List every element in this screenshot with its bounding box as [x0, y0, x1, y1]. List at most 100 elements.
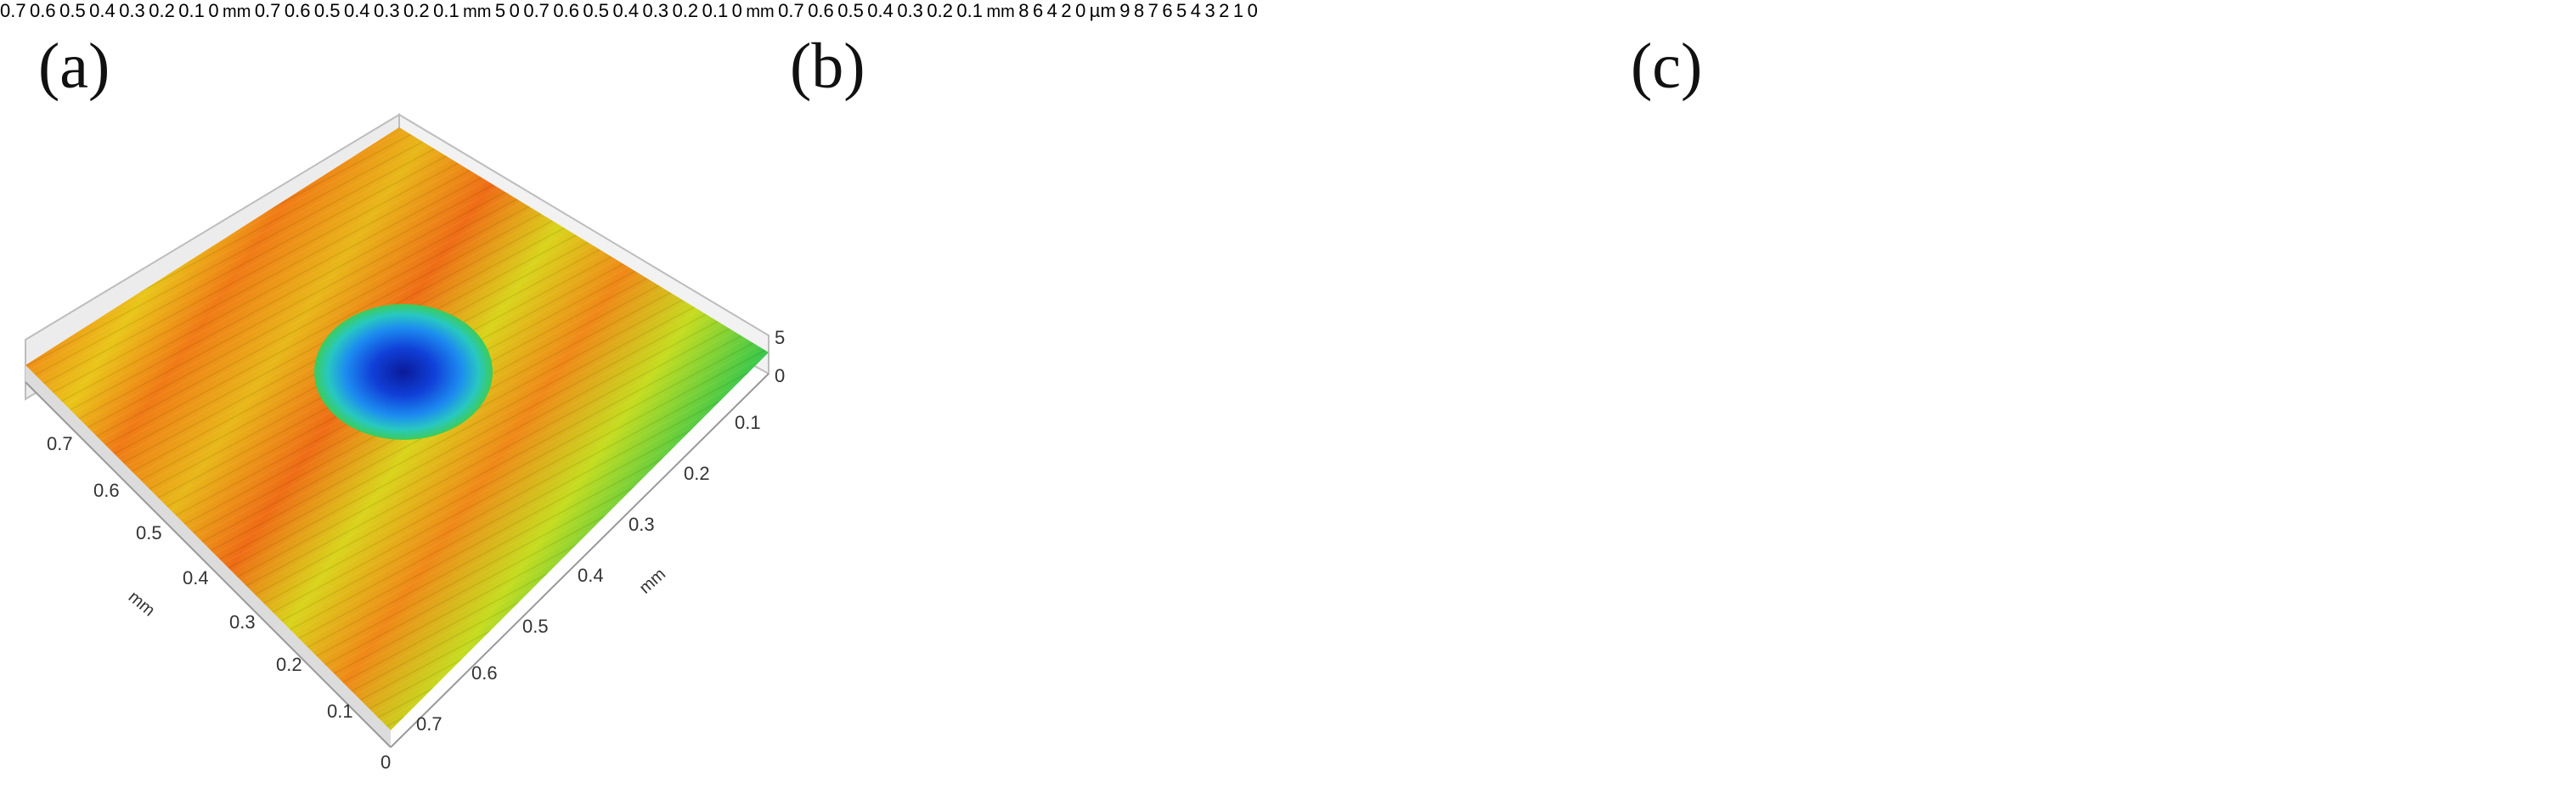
front-face-left [25, 365, 391, 747]
back-wall-right: 0.7 0.6 0.5 0.4 0.3 0.2 0.1 0 mm 0.7 0.6… [523, 0, 1090, 21]
tick-label: 6 [1032, 0, 1044, 21]
tick-label: 0.4 [578, 565, 604, 586]
tick-label: 0.4 [612, 0, 640, 21]
back-wall-left: 0.7 0.6 0.5 0.4 0.3 0.2 0.1 0 mm 0.7 0.6… [0, 0, 523, 21]
colorbar-tick: 1 [1232, 0, 1244, 21]
tick-label: 0.5 [583, 0, 610, 21]
tick-label: 0.1 [702, 0, 729, 21]
tick-label: 0.4 [867, 0, 893, 21]
tick-label: 0.6 [93, 480, 120, 501]
tick-label: 0.2 [927, 0, 953, 21]
tick-label: 0.1 [433, 0, 459, 21]
tick-label: 0.7 [523, 0, 550, 21]
axis-left: 0.7 0.6 0.5 0.4 0.3 0.2 0.1 0 mm [47, 433, 391, 773]
tick-label: 0.1 [956, 0, 984, 21]
tick-label: 5 [775, 327, 785, 348]
tick-label: 0.5 [136, 522, 162, 543]
tick-label: 0.7 [254, 0, 281, 21]
panel-label-b: (b) [790, 31, 865, 102]
axis-right: 0.7 0.6 0.5 0.4 0.3 0.2 0.1 mm [778, 0, 1018, 21]
tick-label: 0 [1075, 0, 1086, 21]
back-wall-left: 0.7 0.6 0.5 0.4 0.3 0.2 0.1 0 mm 0.7 0.6… [523, 0, 1090, 21]
tick-label: 0 [775, 365, 785, 386]
tick-label: 8 [1018, 0, 1029, 21]
axis-left: 0.7 0.6 0.5 0.4 0.3 0.2 0.1 0 mm [0, 0, 255, 21]
pit: 0.7 0.6 0.5 0.4 0.3 0.2 0.1 0 mm 0.7 0.6… [0, 0, 523, 21]
surface-texture: 0.7 0.6 0.5 0.4 0.3 0.2 0.1 0 mm 0.7 0.6… [523, 0, 1090, 21]
tick-label: 0.4 [343, 0, 370, 21]
tick-label: 0.6 [30, 0, 56, 21]
front-face-left: 0.7 0.6 0.5 0.4 0.3 0.2 0.1 0 mm 0.7 0.6… [0, 0, 523, 21]
tick-label: 0.6 [471, 662, 498, 684]
tick-label: 0.2 [149, 0, 175, 21]
tick-label: 0.3 [628, 514, 655, 535]
tick-label: 0.7 [778, 0, 804, 21]
tick-label: 0.7 [0, 0, 26, 21]
colorbar: µm 9 8 7 6 5 4 3 2 1 0 [1090, 0, 1258, 21]
tick-label: 0.4 [183, 567, 209, 588]
axis-unit-right: mm [636, 565, 669, 598]
panel-a: 0.7 0.6 0.5 0.4 0.3 0.2 0.1 0 mm 0.7 0.6… [25, 113, 785, 773]
axis-unit-right: mm [986, 3, 1015, 21]
surface-texture: 0.7 0.6 0.5 0.4 0.3 0.2 0.1 0 mm 0.7 0.6… [0, 0, 523, 21]
tick-label: 0 [509, 0, 520, 21]
tick-label: 0.5 [837, 0, 864, 21]
axis-z: 5 0 [495, 0, 523, 21]
colorbar-tick: 6 [1162, 0, 1173, 21]
colorbar-tick: 0 [1247, 0, 1258, 21]
panel-b: 0.7 0.6 0.5 0.4 0.3 0.2 0.1 0 mm 0.7 0.6… [0, 0, 523, 21]
axis-right: 0.7 0.6 0.5 0.4 0.3 0.2 0.1 mm [416, 412, 761, 735]
tick-label: 0.3 [119, 0, 145, 21]
colorbar-tick: 3 [1204, 0, 1215, 21]
tick-label: 4 [1046, 0, 1057, 21]
pit [314, 304, 493, 440]
colorbar-unit: µm [1089, 0, 1116, 21]
surface: 0.7 0.6 0.5 0.4 0.3 0.2 0.1 0 mm 0.7 0.6… [0, 0, 523, 21]
pit: 0.7 0.6 0.5 0.4 0.3 0.2 0.1 0 mm 0.7 0.6… [523, 0, 1090, 21]
tick-label: 0.6 [808, 0, 834, 21]
tick-label: 0.1 [327, 701, 353, 722]
axis-unit-left: mm [125, 588, 159, 620]
axis-unit-left: mm [746, 3, 775, 21]
surface: 0.7 0.6 0.5 0.4 0.3 0.2 0.1 0 mm 0.7 0.6… [523, 0, 1090, 21]
tick-label: 5 [494, 0, 506, 21]
tick-label: 0.5 [59, 0, 86, 21]
tick-label: 0.2 [276, 654, 302, 675]
colorbar-tick: 9 [1119, 0, 1130, 21]
tick-label: 0.2 [672, 0, 699, 21]
tick-label: 0.3 [374, 0, 400, 21]
front-face-left: 0.7 0.6 0.5 0.4 0.3 0.2 0.1 0 mm 0.7 0.6… [523, 0, 1090, 21]
tick-label: 0.7 [47, 433, 73, 454]
axis-right: 0.7 0.6 0.5 0.4 0.3 0.2 0.1 mm [255, 0, 495, 21]
tick-label: 0.3 [229, 611, 256, 633]
tick-label: 0.4 [89, 0, 116, 21]
tick-label: 0.5 [522, 616, 549, 637]
back-wall-right: 0.7 0.6 0.5 0.4 0.3 0.2 0.1 0 mm 0.7 0.6… [0, 0, 523, 21]
axis-unit-right: mm [463, 3, 492, 21]
tick-label: 0.5 [313, 0, 341, 21]
tick-label: 2 [1061, 0, 1072, 21]
colorbar-tick: 8 [1133, 0, 1145, 21]
colorbar-tick: 7 [1147, 0, 1158, 21]
axis-z: 5 0 [775, 327, 785, 386]
tick-label: 0.6 [553, 0, 579, 21]
colorbar-tick: 4 [1190, 0, 1201, 21]
colorbar-ticks: 9 8 7 6 5 4 3 2 1 0 [1119, 0, 1258, 21]
panel-c: 0.7 0.6 0.5 0.4 0.3 0.2 0.1 0 mm 0.7 0.6… [523, 0, 1090, 21]
tick-label: 0.2 [684, 463, 710, 484]
colorbar-gradient: µm 9 8 7 6 5 4 3 2 1 0 [1090, 0, 1258, 21]
colorbar-tick: 5 [1176, 0, 1187, 21]
panel-label-a: (a) [38, 31, 110, 102]
panel-label-c: (c) [1631, 31, 1703, 102]
axis-unit-left: mm [223, 3, 251, 21]
tick-label: 0.1 [178, 0, 205, 21]
axis-left: 0.7 0.6 0.5 0.4 0.3 0.2 0.1 0 mm [523, 0, 778, 21]
tick-label: 0.1 [735, 412, 761, 433]
tick-label: 0 [731, 0, 742, 21]
tick-label: 0.6 [284, 0, 311, 21]
tick-label: 0 [208, 0, 219, 21]
tick-label: 0.2 [403, 0, 430, 21]
tick-label: 0.7 [416, 713, 442, 735]
axis-z: 8 6 4 2 0 [1018, 0, 1090, 21]
